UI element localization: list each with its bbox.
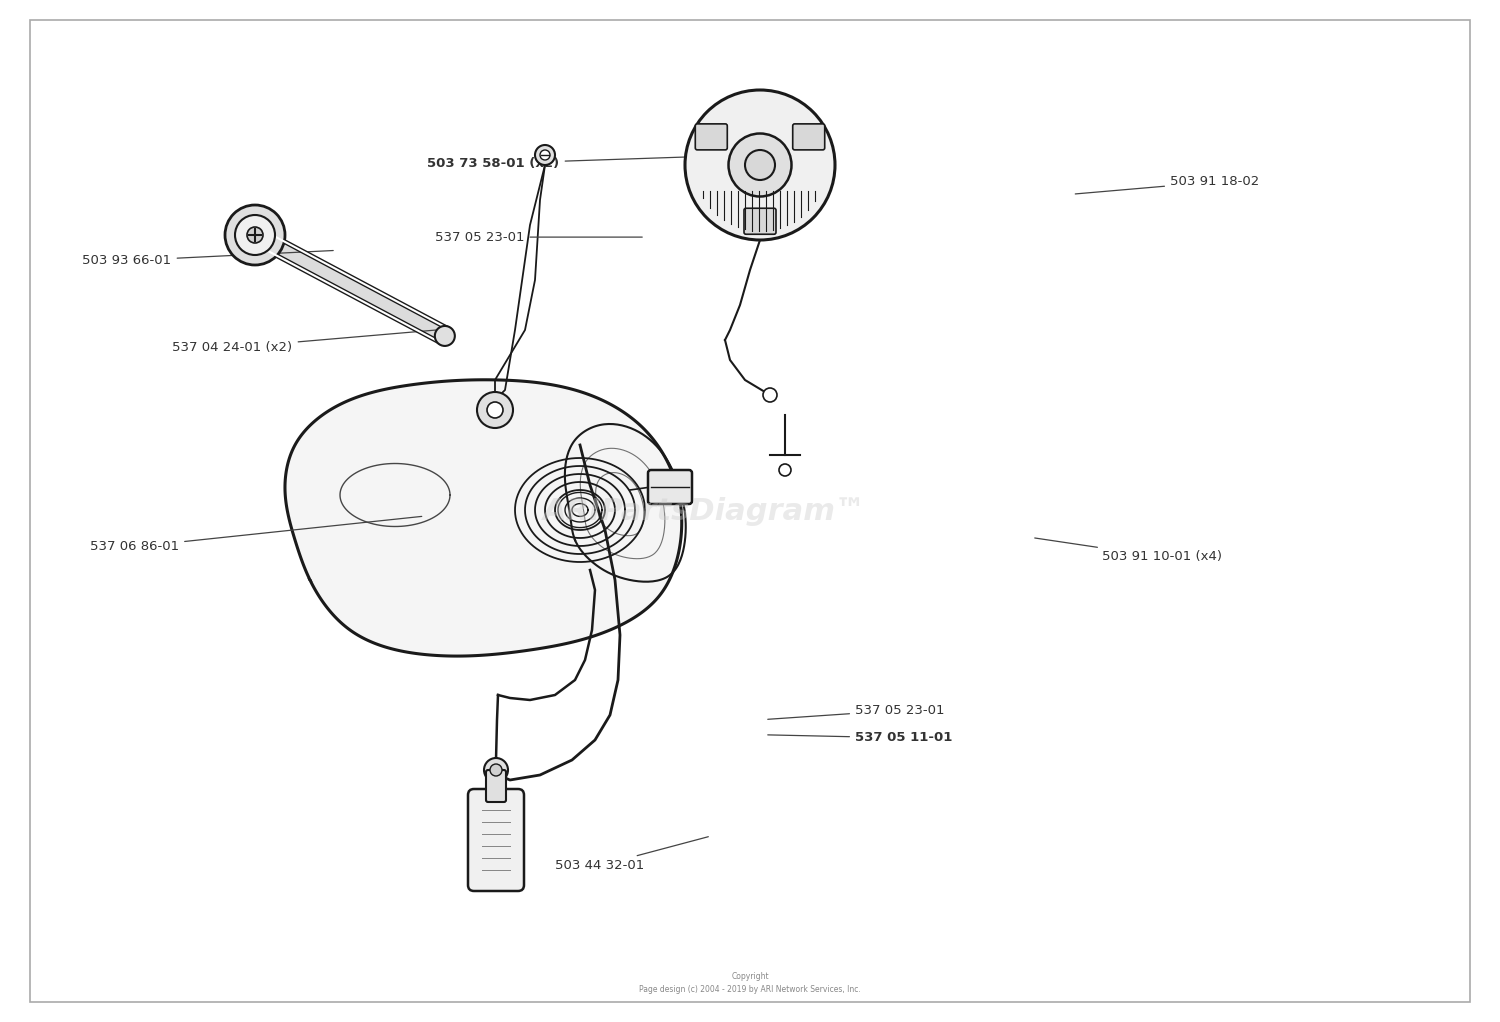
Text: 503 73 58-01 (x2): 503 73 58-01 (x2) — [427, 155, 732, 170]
Circle shape — [477, 392, 513, 428]
FancyBboxPatch shape — [744, 208, 776, 234]
FancyBboxPatch shape — [486, 770, 506, 802]
Text: 503 44 32-01: 503 44 32-01 — [555, 837, 708, 872]
FancyBboxPatch shape — [488, 779, 504, 797]
Text: 537 04 24-01 (x2): 537 04 24-01 (x2) — [172, 329, 444, 354]
Circle shape — [686, 90, 836, 240]
Circle shape — [435, 326, 454, 345]
Circle shape — [488, 402, 502, 418]
Text: Copyright
Page design (c) 2004 - 2019 by ARI Network Services, Inc.: Copyright Page design (c) 2004 - 2019 by… — [639, 972, 861, 994]
Circle shape — [729, 134, 792, 196]
Text: 537 06 86-01: 537 06 86-01 — [90, 516, 422, 553]
Circle shape — [764, 388, 777, 402]
Circle shape — [484, 758, 508, 782]
Text: 537 05 11-01: 537 05 11-01 — [768, 732, 952, 744]
Text: 503 91 18-02: 503 91 18-02 — [1076, 176, 1260, 194]
Circle shape — [536, 145, 555, 165]
Circle shape — [778, 464, 790, 476]
FancyBboxPatch shape — [696, 124, 728, 150]
Text: ARIPartsDiagram™: ARIPartsDiagram™ — [543, 497, 867, 525]
Circle shape — [248, 227, 262, 243]
FancyBboxPatch shape — [30, 20, 1470, 1002]
FancyBboxPatch shape — [648, 470, 692, 504]
Text: 537 05 23-01: 537 05 23-01 — [768, 704, 945, 719]
FancyBboxPatch shape — [468, 789, 524, 891]
Circle shape — [540, 150, 550, 160]
Circle shape — [490, 764, 502, 776]
Text: 537 05 23-01: 537 05 23-01 — [435, 231, 642, 243]
Text: 503 91 10-01 (x4): 503 91 10-01 (x4) — [1035, 538, 1222, 563]
Polygon shape — [285, 380, 681, 656]
Circle shape — [746, 150, 776, 180]
Circle shape — [225, 205, 285, 265]
FancyBboxPatch shape — [792, 124, 825, 150]
Circle shape — [236, 215, 274, 256]
Text: 503 93 66-01: 503 93 66-01 — [82, 250, 333, 267]
